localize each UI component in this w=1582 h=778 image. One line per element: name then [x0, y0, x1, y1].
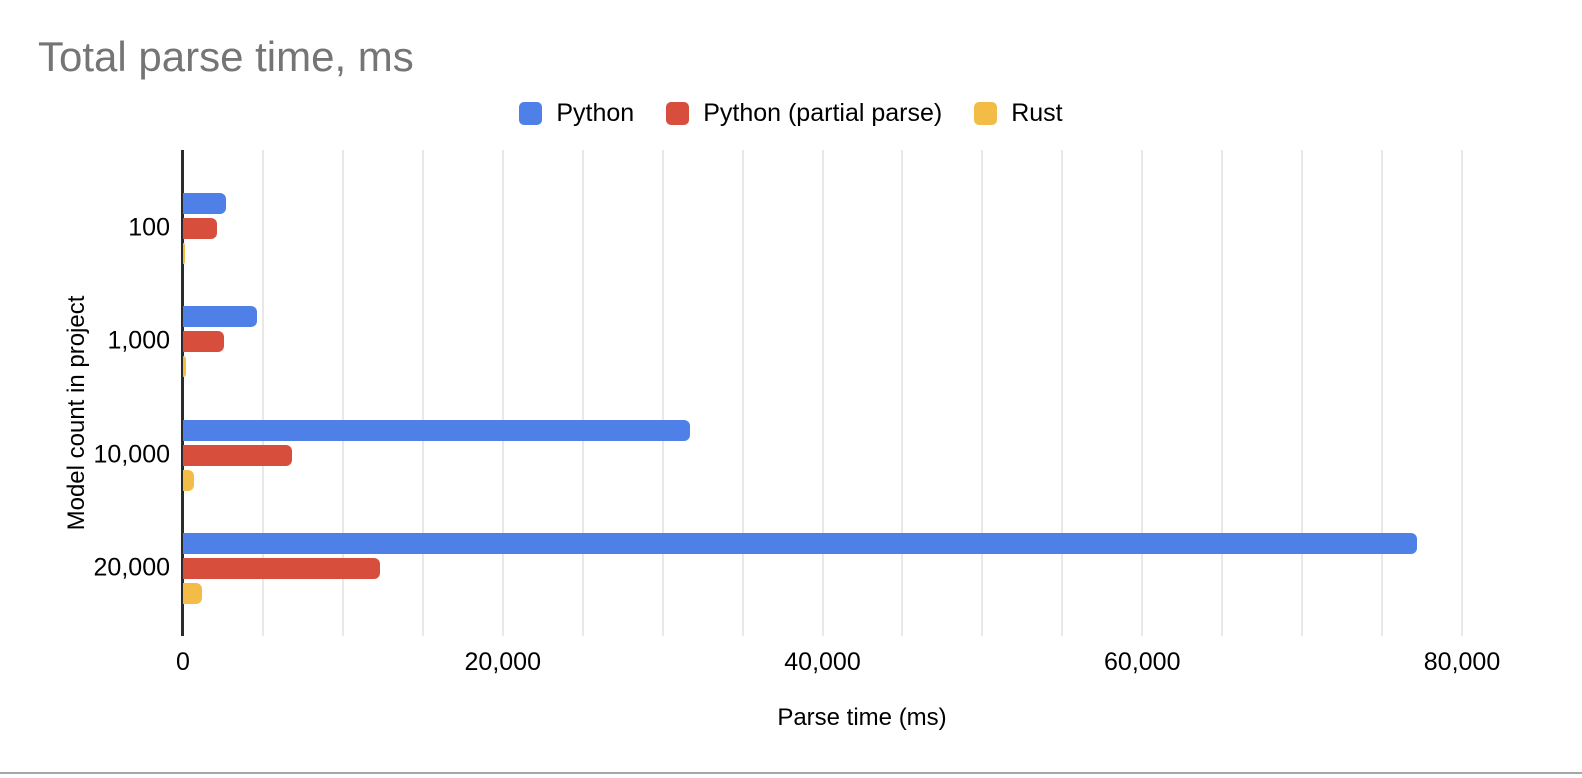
gridline-35000: [741, 150, 744, 636]
bar-python-partial-parse-1-000: [183, 331, 224, 353]
x-tick-label-40-000: 40,000: [784, 648, 861, 676]
y-tick-label-100: 100: [128, 213, 170, 242]
plot-area: [181, 150, 1463, 636]
bar-rust-1-000: [183, 356, 186, 378]
legend-swatch-python-partial-parse: [666, 102, 690, 125]
gridline-80000: [1461, 150, 1463, 636]
legend-label-rust: Rust: [1011, 99, 1063, 127]
x-tick-label-60-000: 60,000: [1104, 648, 1181, 676]
gridline-30000: [661, 150, 664, 636]
bar-python-partial-parse-20-000: [183, 557, 380, 579]
legend-item-python-partial-parse: Python (partial parse): [666, 99, 942, 128]
gridline-45000: [901, 150, 904, 636]
gridline-40000: [821, 150, 824, 636]
y-axis-title: Model count in project: [63, 295, 90, 531]
legend: Python Python (partial parse) Rust: [0, 99, 1582, 128]
x-tick-label-80-000: 80,000: [1423, 648, 1501, 676]
bottom-divider: [0, 772, 1582, 774]
gridline-75000: [1381, 150, 1384, 636]
bar-python-partial-parse-100: [183, 218, 218, 239]
x-tick-label-20-000: 20,000: [464, 648, 541, 676]
legend-item-python: Python: [519, 99, 634, 128]
bar-rust-100: [183, 243, 186, 264]
gridline-25000: [581, 150, 584, 636]
bar-python-1-000: [183, 306, 258, 328]
bar-python-partial-parse-10-000: [183, 444, 293, 466]
bar-python-10-000: [183, 419, 690, 441]
gridline-50000: [981, 150, 984, 636]
legend-label-python: Python: [556, 99, 635, 127]
bar-rust-20-000: [183, 582, 202, 604]
y-tick-label-1-000: 1,000: [107, 326, 170, 355]
gridline-70000: [1301, 150, 1304, 636]
x-tick-label-0: 0: [176, 648, 190, 676]
gridline-60000: [1141, 150, 1144, 636]
y-tick-label-10-000: 10,000: [93, 440, 170, 469]
chart-title: Total parse time, ms: [38, 33, 414, 80]
legend-swatch-python: [519, 102, 543, 125]
gridline-20000: [501, 150, 504, 636]
legend-swatch-rust: [974, 102, 998, 125]
gridline-65000: [1221, 150, 1224, 636]
bar-rust-10-000: [183, 469, 195, 491]
legend-label-python-partial-parse: Python (partial parse): [703, 99, 943, 127]
gridline-10000: [341, 150, 344, 636]
gridline-5000: [261, 150, 264, 636]
y-axis-line: [181, 150, 184, 636]
x-axis-title: Parse time (ms): [777, 704, 947, 731]
legend-item-rust: Rust: [974, 99, 1063, 128]
bar-python-20-000: [183, 532, 1418, 554]
y-tick-label-20-000: 20,000: [93, 553, 170, 582]
bar-python-100: [183, 193, 227, 214]
gridline-15000: [421, 150, 424, 636]
gridline-55000: [1061, 150, 1064, 636]
